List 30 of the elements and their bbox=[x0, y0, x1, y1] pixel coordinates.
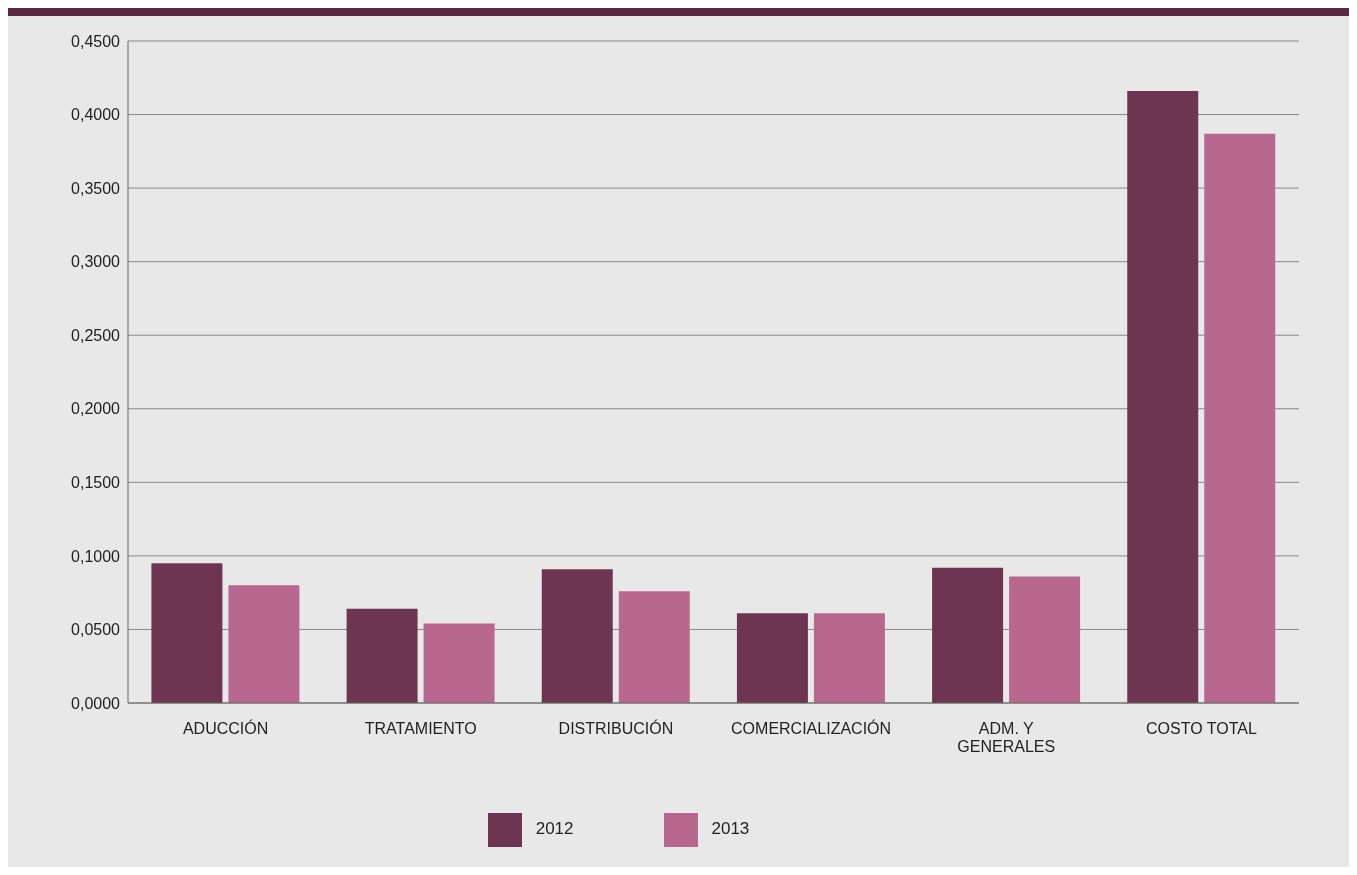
x-tick-label: DISTRIBUCIÓN bbox=[558, 719, 674, 738]
bar bbox=[736, 613, 808, 703]
y-tick-label: 0,2500 bbox=[71, 326, 121, 344]
bar bbox=[813, 613, 885, 703]
y-tick-label: 0,0500 bbox=[71, 621, 121, 639]
bar bbox=[346, 608, 418, 703]
bar bbox=[1009, 576, 1081, 703]
x-tick-label: ADM. Y GENERALES bbox=[957, 720, 1056, 756]
x-tick-label: ADUCCIÓN bbox=[182, 719, 269, 738]
bar bbox=[151, 563, 223, 703]
legend-label: 2012 bbox=[535, 819, 574, 839]
bar bbox=[1204, 133, 1276, 703]
x-tick-label: TRATAMIENTO bbox=[364, 720, 477, 738]
y-tick-label: 0,2000 bbox=[71, 400, 121, 418]
y-tick-label: 0,1500 bbox=[71, 474, 121, 492]
bar bbox=[932, 567, 1004, 703]
y-tick-label: 0,4500 bbox=[71, 32, 121, 50]
x-tick-label: COMERCIALIZACIÓN bbox=[731, 719, 892, 738]
bar bbox=[618, 591, 690, 703]
bar bbox=[228, 585, 300, 703]
legend-label: 2013 bbox=[711, 819, 750, 839]
bar bbox=[541, 569, 613, 703]
bar bbox=[1127, 91, 1199, 703]
y-tick-label: 0,0000 bbox=[71, 694, 121, 712]
y-tick-label: 0,4000 bbox=[71, 106, 121, 124]
y-tick-label: 0,3000 bbox=[71, 253, 121, 271]
y-tick-label: 0,3500 bbox=[71, 179, 121, 197]
y-tick-label: 0,1000 bbox=[71, 547, 121, 565]
x-tick-label: COSTO TOTAL bbox=[1145, 720, 1257, 738]
bar bbox=[423, 623, 495, 703]
